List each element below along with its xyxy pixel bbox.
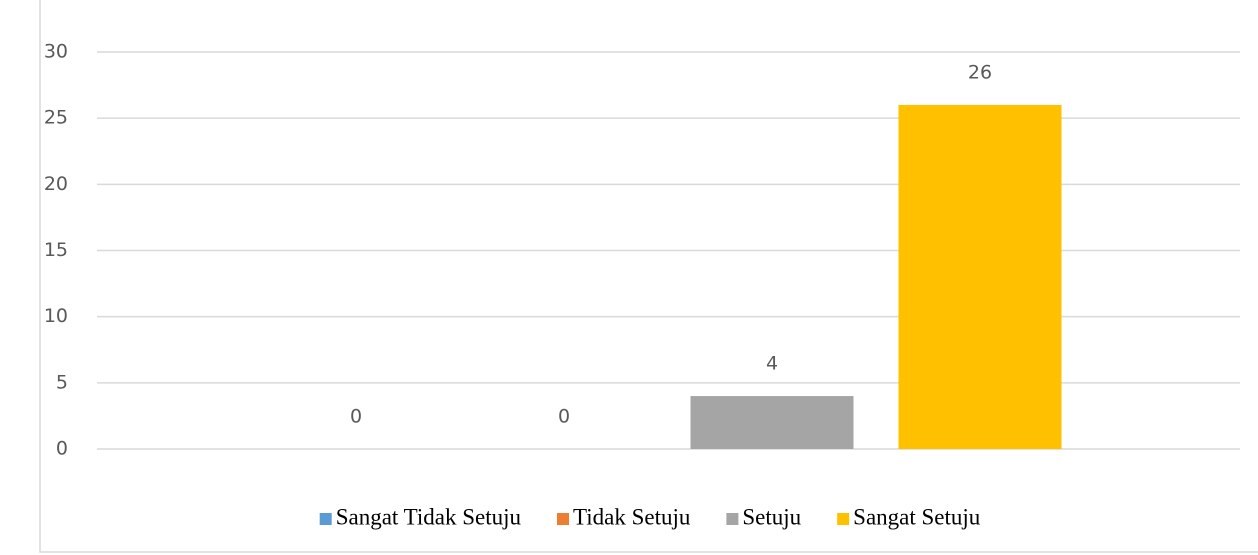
legend-label: Sangat Tidak Setuju [336,504,522,529]
y-tick-label: 10 [44,305,68,327]
y-tick-label: 30 [44,41,68,63]
y-tick-label: 5 [56,371,68,393]
legend-label: Sangat Setuju [853,504,981,529]
data-label: 4 [766,353,778,375]
bar [898,104,1062,449]
y-tick-label: 20 [44,173,68,195]
y-tick-label: 0 [56,438,68,460]
y-tick-label: 15 [44,239,68,261]
y-tick-label: 25 [44,107,68,129]
bar [690,396,854,449]
data-label: 0 [350,406,362,428]
legend-swatch [837,513,850,525]
data-label: 26 [968,61,992,83]
legend-swatch [557,513,570,525]
legend-label: Tidak Setuju [573,504,691,529]
chart-border [39,0,1258,553]
data-label: 0 [558,406,570,428]
legend-swatch [726,513,739,525]
legend-label: Setuju [742,504,801,529]
legend-swatch [319,513,332,525]
